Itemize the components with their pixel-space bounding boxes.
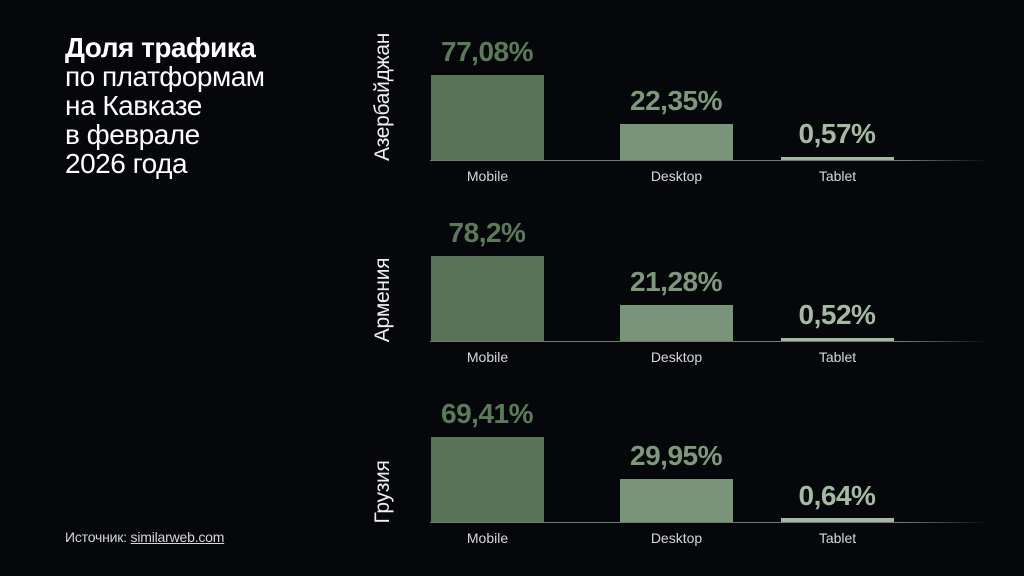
value-label-tablet: 0,52%: [798, 299, 876, 330]
bar-mobile: [431, 256, 544, 341]
title-line: в феврале: [65, 119, 200, 150]
category-label-tablet: Tablet: [818, 168, 857, 184]
bar-desktop: [620, 479, 733, 522]
baseline: [430, 522, 990, 523]
section-armenia: Армения 78,2% 21,28% 0,52% Mobile Deskto…: [360, 181, 1000, 365]
source-link[interactable]: similarweb.com: [130, 529, 225, 545]
category-label-desktop: Desktop: [650, 168, 703, 184]
baseline: [430, 341, 990, 342]
bar-desktop: [620, 124, 733, 160]
category-label-desktop: Desktop: [650, 530, 703, 546]
category-label-mobile: Mobile: [466, 349, 509, 365]
chart-title: Доля трафика по платформам на Кавказе в …: [65, 33, 265, 178]
baseline: [430, 160, 990, 161]
section-azerbaijan: Азербайджан 77,08% 22,35% 0,57% Mobile D…: [360, 0, 1000, 184]
title-line: 2026 года: [65, 148, 188, 179]
category-label-mobile: Mobile: [466, 530, 509, 546]
value-label-tablet: 0,64%: [798, 480, 876, 511]
bar-mobile: [431, 75, 544, 160]
bar-tablet: [781, 518, 894, 523]
title-line: на Кавказе: [65, 90, 202, 121]
bar-desktop: [620, 305, 733, 341]
value-label-desktop: 22,35%: [630, 85, 722, 116]
bar-tablet: [781, 338, 894, 342]
value-label-desktop: 29,95%: [630, 440, 722, 471]
bar-mobile: [431, 437, 544, 522]
category-label-tablet: Tablet: [818, 349, 857, 365]
title-bold: Доля трафика: [65, 32, 256, 63]
value-label-mobile: 77,08%: [441, 36, 533, 67]
category-label-mobile: Mobile: [466, 168, 509, 184]
value-label-tablet: 0,57%: [798, 118, 876, 149]
value-label-desktop: 21,28%: [630, 266, 722, 297]
section-georgia: Грузия 69,41% 29,95% 0,64% Mobile Deskto…: [360, 362, 1000, 546]
title-line: по платформам: [65, 61, 265, 92]
source-label: Источник:: [65, 529, 131, 545]
category-label-desktop: Desktop: [650, 349, 703, 365]
category-label-tablet: Tablet: [818, 530, 857, 546]
value-label-mobile: 78,2%: [448, 217, 526, 248]
value-label-mobile: 69,41%: [441, 398, 533, 429]
source-note: Источник: similarweb.com: [65, 529, 224, 545]
bar-tablet: [781, 157, 894, 161]
